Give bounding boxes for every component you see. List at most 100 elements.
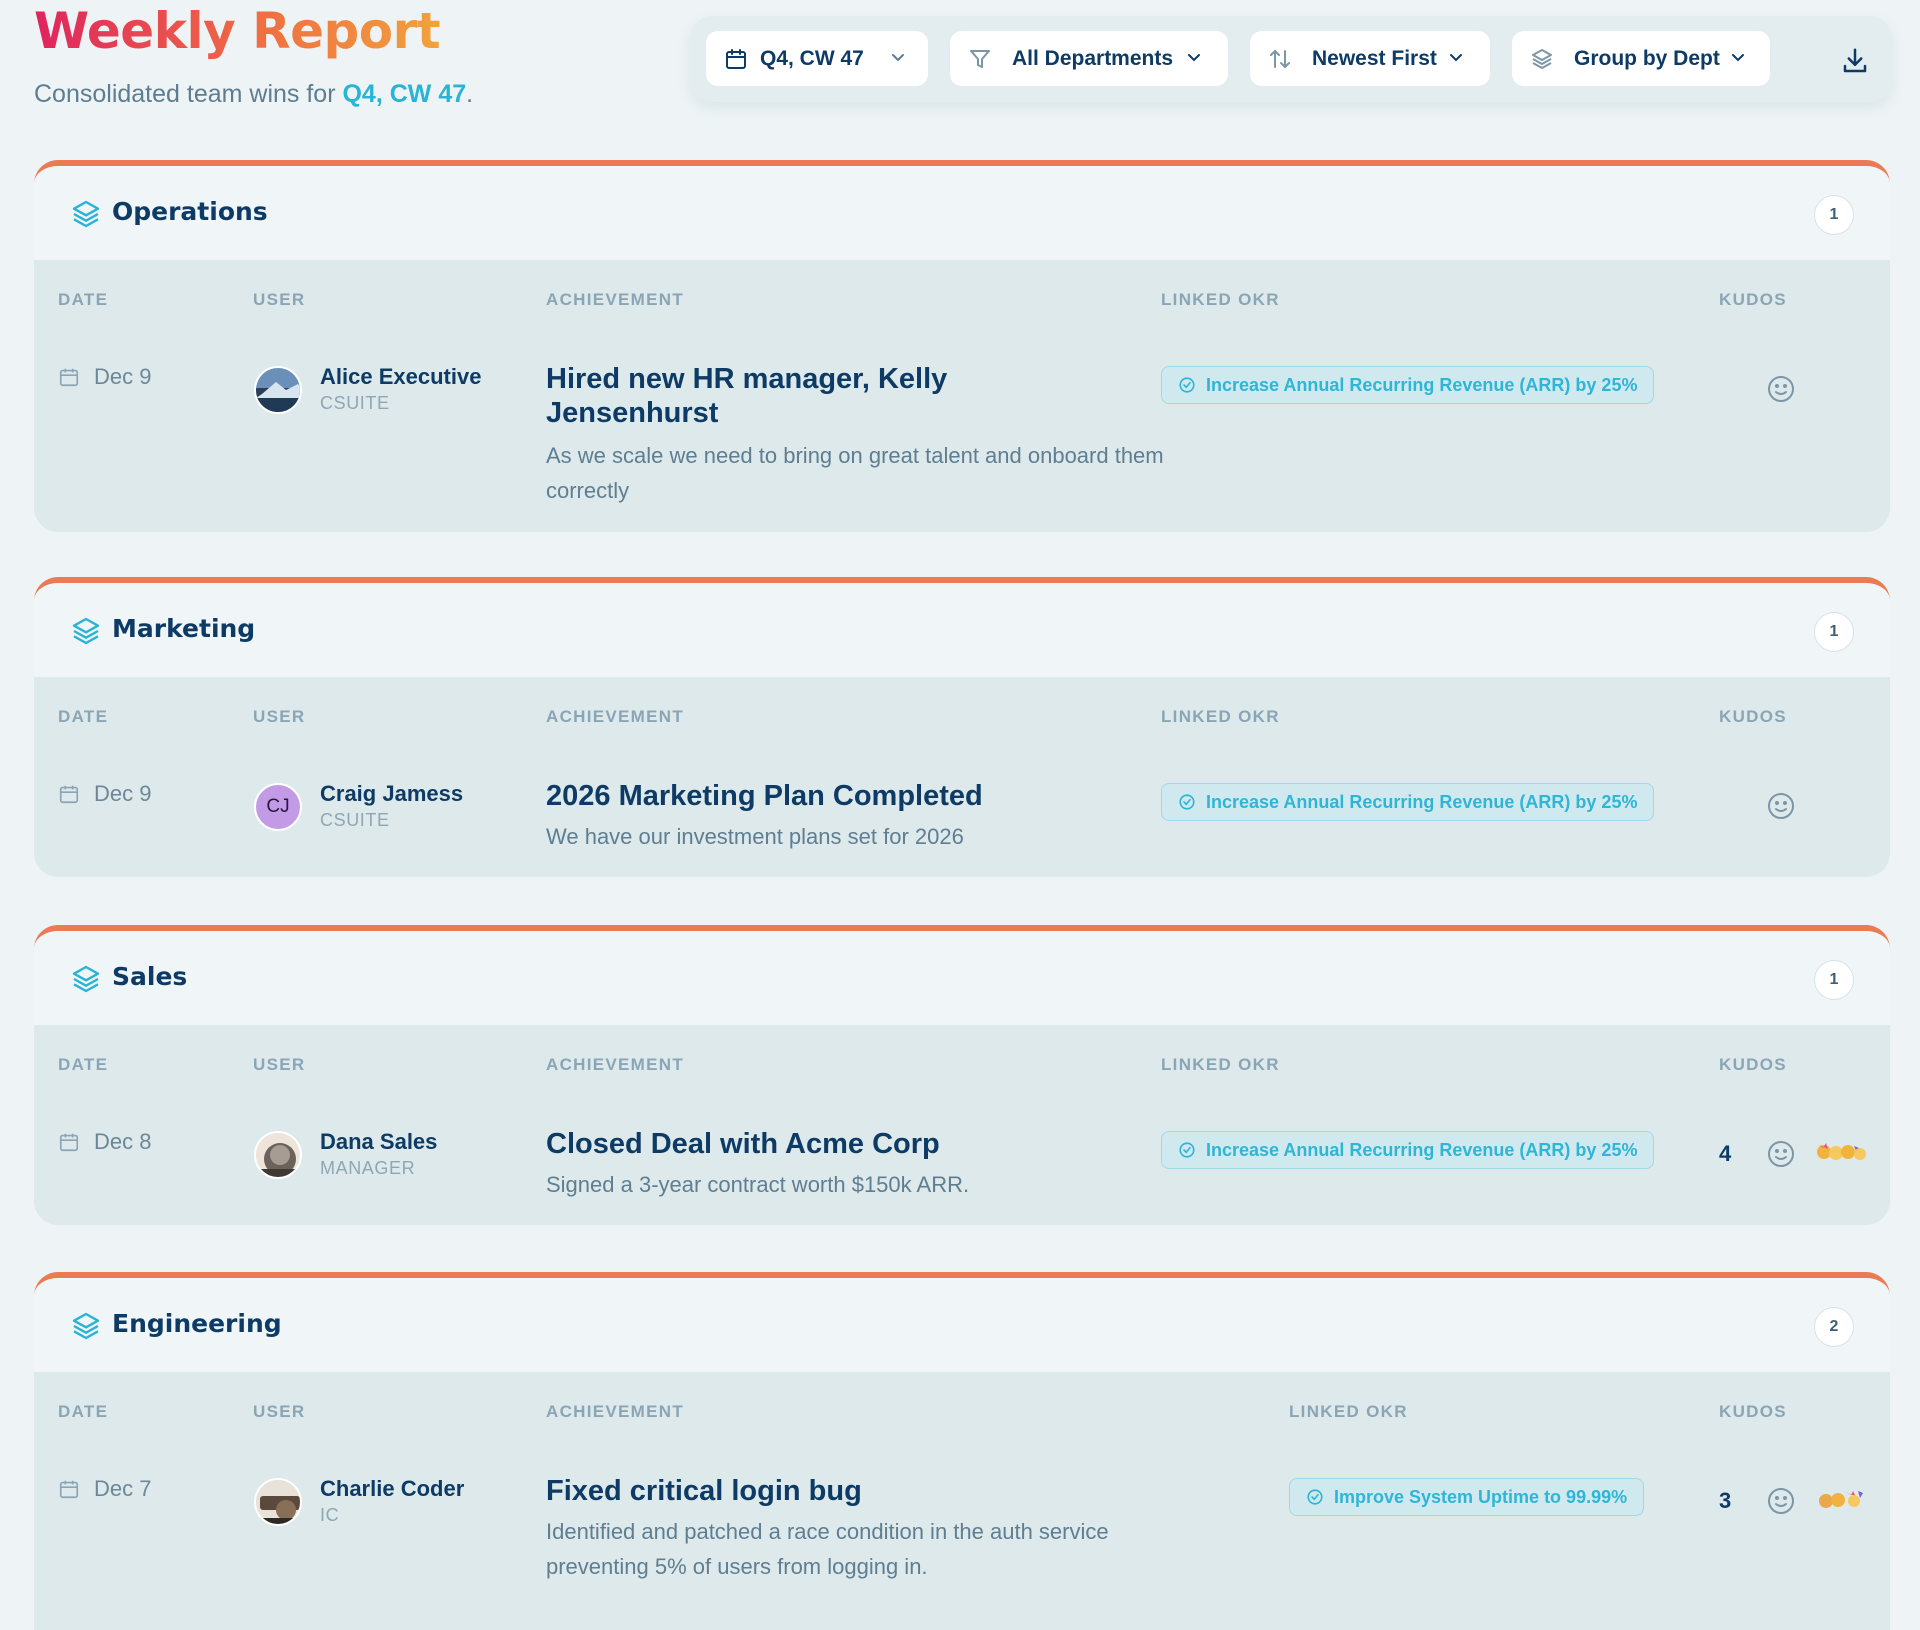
column-header-achievement: ACHIEVEMENT: [546, 1402, 685, 1421]
column-header-achievement: ACHIEVEMENT: [546, 1055, 685, 1074]
layers-icon: [72, 200, 100, 228]
sort-selector-label: Newest First: [1312, 47, 1437, 70]
column-header-kudos: KUDOS: [1719, 290, 1787, 309]
sort-icon: [1270, 49, 1290, 69]
calendar-icon: [59, 1133, 79, 1152]
kudos-emoji-icons[interactable]: [1816, 1486, 1866, 1512]
user-name[interactable]: Dana Sales: [320, 1129, 438, 1154]
column-header-date: DATE: [58, 290, 109, 309]
calendar-icon: [59, 368, 79, 387]
kudos-emoji-icons[interactable]: [1816, 1139, 1866, 1165]
user-role: MANAGER: [320, 1158, 416, 1178]
avatar: [254, 1478, 302, 1526]
column-header-user: USER: [253, 1402, 306, 1421]
column-header-achievement: ACHIEVEMENT: [546, 290, 685, 309]
layers-icon: [72, 965, 100, 993]
column-header-kudos: KUDOS: [1719, 1402, 1787, 1421]
column-header-date: DATE: [58, 1402, 109, 1421]
calendar-icon: [59, 1480, 79, 1499]
chevron-down-icon: [1188, 54, 1200, 62]
achievement-title: Closed Deal with Acme Corp: [546, 1128, 940, 1160]
check-circle-icon: [1179, 377, 1195, 393]
okr-text: Increase Annual Recurring Revenue (ARR) …: [1206, 374, 1638, 395]
group-name: Marketing: [112, 614, 256, 643]
group-selector-label: Group by Dept: [1574, 47, 1720, 70]
date-text: Dec 7: [94, 1476, 152, 1501]
check-circle-icon: [1179, 794, 1195, 810]
column-header-user: USER: [253, 1055, 306, 1074]
group-header: Marketing 1: [34, 583, 1890, 677]
column-header-date: DATE: [58, 707, 109, 726]
avatar: [254, 1131, 302, 1179]
okr-text: Increase Annual Recurring Revenue (ARR) …: [1206, 1139, 1638, 1160]
department-filter-label: All Departments: [1012, 47, 1174, 70]
layers-icon: [72, 617, 100, 645]
linked-okr-badge[interactable]: Increase Annual Recurring Revenue (ARR) …: [1161, 366, 1655, 404]
row-date: Dec 9: [58, 781, 151, 807]
column-header-linked-okr: LINKED OKR: [1161, 707, 1280, 726]
subtitle-text: Consolidated team wins for: [34, 80, 343, 108]
column-header-linked-okr: LINKED OKR: [1289, 1402, 1408, 1421]
department-filter[interactable]: All Departments: [950, 31, 1228, 86]
achievement-description: Identified and patched a race condition …: [546, 1519, 1109, 1579]
row-date: Dec 9: [58, 364, 151, 390]
group-name: Operations: [112, 197, 268, 226]
user-name[interactable]: Charlie Coder: [320, 1476, 465, 1501]
column-header-achievement: ACHIEVEMENT: [546, 707, 685, 726]
column-header-kudos: KUDOS: [1719, 707, 1787, 726]
kudos-count: 3: [1719, 1488, 1732, 1513]
group-sales: Sales 1 DATE USER ACHIEVEMENT LINKED OKR…: [34, 925, 1890, 1225]
column-header-user: USER: [253, 290, 306, 309]
smile-icon[interactable]: [1766, 374, 1796, 404]
kudos-count: 4: [1719, 1141, 1732, 1166]
row-date: Dec 7: [58, 1476, 151, 1502]
date-text: Dec 8: [94, 1129, 152, 1154]
column-header-linked-okr: LINKED OKR: [1161, 290, 1280, 309]
user-name[interactable]: Craig Jamess: [320, 781, 464, 806]
user-role: CSUITE: [320, 810, 390, 830]
group-marketing: Marketing 1 DATE USER ACHIEVEMENT LINKED…: [34, 577, 1890, 877]
smile-icon[interactable]: [1766, 1486, 1796, 1516]
period-selector[interactable]: Q4, CW 47: [706, 31, 928, 86]
avatar: CJ: [254, 783, 302, 831]
linked-okr-badge[interactable]: Increase Annual Recurring Revenue (ARR) …: [1161, 783, 1655, 821]
smile-icon[interactable]: [1766, 1139, 1796, 1169]
subtitle-suffix: .: [466, 80, 474, 108]
group-count-badge: 2: [1814, 1307, 1854, 1347]
achievement-description: Signed a 3-year contract worth $150k ARR…: [546, 1172, 970, 1197]
column-header-date: DATE: [58, 1055, 109, 1074]
achievement-title: 2026 Marketing Plan Completed: [546, 780, 983, 812]
user-name[interactable]: Alice Executive: [320, 364, 482, 389]
toolbar: Q4, CW 47 All Departments Newest First G…: [690, 16, 1892, 102]
chevron-down-icon: [892, 54, 904, 62]
sort-selector[interactable]: Newest First: [1250, 31, 1490, 86]
achievement-title: Fixed critical login bug: [546, 1475, 862, 1507]
calendar-icon: [59, 785, 79, 804]
group-engineering: Engineering 2 DATE USER ACHIEVEMENT LINK…: [34, 1272, 1890, 1630]
chevron-down-icon: [1450, 54, 1462, 62]
check-circle-icon: [1307, 1489, 1323, 1505]
group-count-badge: 1: [1814, 195, 1854, 235]
group-operations: Operations 1 DATE USER ACHIEVEMENT LINKE…: [34, 160, 1890, 532]
page-title: Weekly Report: [34, 2, 441, 60]
linked-okr-badge[interactable]: Increase Annual Recurring Revenue (ARR) …: [1161, 1131, 1655, 1169]
filter-icon: [970, 50, 990, 68]
layers-icon: [1532, 49, 1552, 69]
achievement-description: We have our investment plans set for 202…: [546, 824, 964, 849]
group-header: Operations 1: [34, 166, 1890, 260]
calendar-icon: [726, 49, 746, 69]
achievement-title: Hired new HR manager, Kelly Jensenhurst: [546, 363, 948, 429]
okr-text: Improve System Uptime to 99.99%: [1334, 1486, 1628, 1507]
smile-icon[interactable]: [1766, 791, 1796, 821]
group-header: Sales 1: [34, 931, 1890, 1025]
layers-icon: [72, 1312, 100, 1340]
linked-okr-badge[interactable]: Improve System Uptime to 99.99%: [1289, 1478, 1645, 1516]
column-header-linked-okr: LINKED OKR: [1161, 1055, 1280, 1074]
group-selector[interactable]: Group by Dept: [1512, 31, 1770, 86]
group-name: Engineering: [112, 1309, 282, 1338]
user-role: IC: [320, 1505, 340, 1525]
achievement-description: As we scale we need to bring on great ta…: [546, 443, 1164, 503]
okr-text: Increase Annual Recurring Revenue (ARR) …: [1206, 791, 1638, 812]
subtitle-period: Q4, CW 47: [342, 80, 467, 108]
download-icon[interactable]: [1840, 46, 1870, 76]
